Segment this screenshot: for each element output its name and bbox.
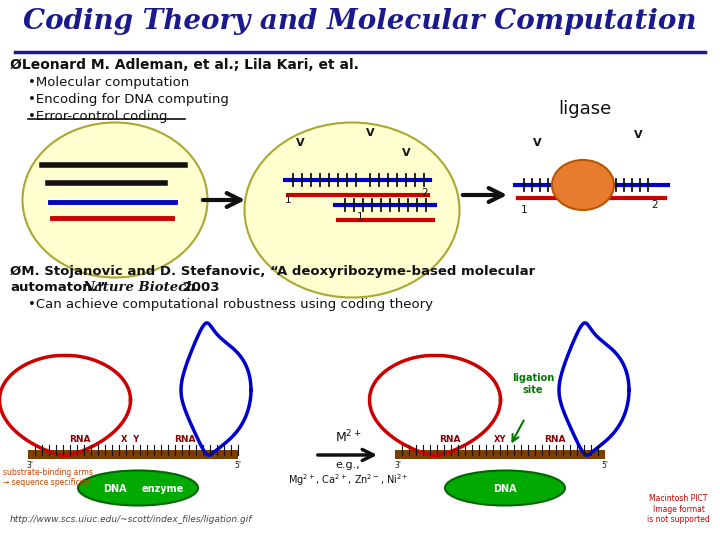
Text: M$^{2+}$: M$^{2+}$ (335, 428, 361, 445)
Text: 5': 5' (601, 461, 608, 470)
Text: 3': 3' (395, 461, 402, 470)
Text: •Error-control coding: •Error-control coding (28, 110, 168, 123)
Text: RNA: RNA (174, 435, 196, 444)
Text: RNA: RNA (544, 435, 566, 444)
Text: 2003: 2003 (178, 281, 220, 294)
Text: X  Y: X Y (121, 435, 139, 444)
Text: 2: 2 (422, 188, 428, 198)
Text: ØM. Stojanovic and D. Stefanovic, “A deoxyribozyme-based molecular: ØM. Stojanovic and D. Stefanovic, “A deo… (10, 265, 535, 278)
Text: Nature Biotech.: Nature Biotech. (82, 281, 200, 294)
Text: DNA: DNA (103, 484, 127, 494)
Text: V: V (296, 138, 305, 148)
Text: automaton.”: automaton.” (10, 281, 106, 294)
Text: 1: 1 (521, 205, 527, 215)
Text: V: V (634, 130, 642, 140)
Ellipse shape (22, 123, 207, 278)
Text: 2: 2 (652, 200, 658, 210)
Bar (395, 450, 605, 459)
Text: http://www.scs.uiuc.edu/~scott/index_files/ligation.gif: http://www.scs.uiuc.edu/~scott/index_fil… (10, 515, 253, 524)
Text: •Can achieve computational robustness using coding theory: •Can achieve computational robustness us… (28, 298, 433, 311)
Text: DNA: DNA (493, 484, 517, 494)
Text: ØLeonard M. Adleman, et al.; Lila Kari, et al.: ØLeonard M. Adleman, et al.; Lila Kari, … (10, 58, 359, 72)
Text: 1: 1 (284, 195, 292, 205)
Text: 5': 5' (235, 461, 241, 470)
Ellipse shape (445, 470, 565, 505)
Text: substrate-binding arms
→ sequence specificity: substrate-binding arms → sequence specif… (3, 468, 93, 488)
Text: RNA: RNA (439, 435, 461, 444)
Text: e.g.,: e.g., (336, 460, 361, 470)
Text: Mg$^{2+}$, Ca$^{2+}$, Zn$^{2-}$, Ni$^{2+}$: Mg$^{2+}$, Ca$^{2+}$, Zn$^{2-}$, Ni$^{2+… (287, 472, 408, 488)
Ellipse shape (245, 123, 459, 298)
Text: Macintosh PICT
Image format
is not supported: Macintosh PICT Image format is not suppo… (647, 494, 710, 524)
Ellipse shape (78, 470, 198, 505)
Text: ligase: ligase (559, 100, 611, 118)
Text: ligation
site: ligation site (512, 373, 554, 395)
Text: V: V (366, 128, 374, 138)
Text: 1: 1 (356, 212, 364, 222)
Bar (28, 450, 238, 459)
Ellipse shape (552, 160, 614, 210)
Text: 3': 3' (27, 461, 34, 470)
Text: V: V (533, 138, 541, 148)
Text: •Encoding for DNA computing: •Encoding for DNA computing (28, 93, 229, 106)
Text: RNA: RNA (69, 435, 91, 444)
Text: XY: XY (494, 435, 506, 444)
Text: enzyme: enzyme (142, 484, 184, 494)
Text: Coding Theory and Molecular Computation: Coding Theory and Molecular Computation (23, 8, 697, 35)
Text: •Molecular computation: •Molecular computation (28, 76, 189, 89)
Text: V: V (402, 148, 410, 158)
